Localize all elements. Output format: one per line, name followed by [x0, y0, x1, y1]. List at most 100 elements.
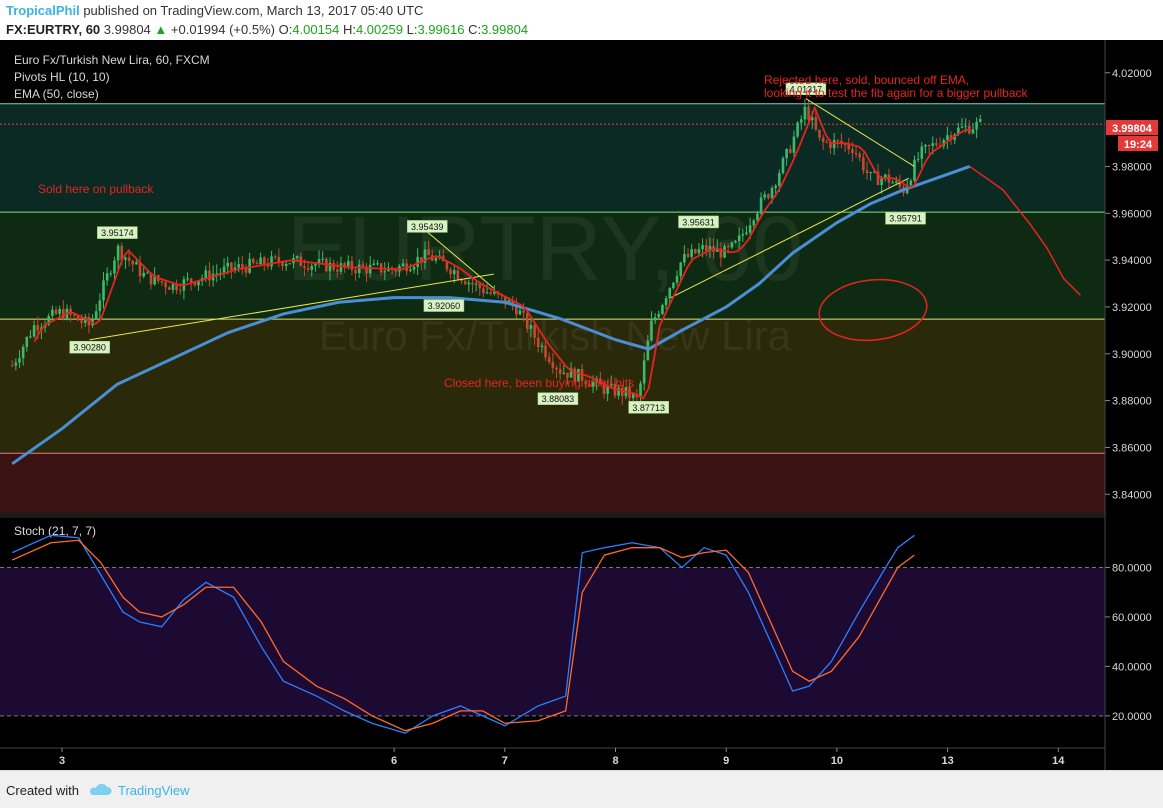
candle-body — [464, 281, 467, 284]
price-tick-label: 3.88000 — [1112, 396, 1152, 408]
candle-body — [869, 172, 872, 173]
candle-body — [866, 170, 869, 173]
candle-body — [11, 365, 14, 366]
candle-body — [683, 254, 686, 262]
low-value: 3.99616 — [417, 22, 464, 37]
candle-body — [237, 264, 240, 267]
candle-body — [694, 249, 697, 253]
candle-body — [555, 368, 558, 369]
candle-body — [789, 149, 792, 153]
annotation-rejected-2: looking it to test the fib again for a b… — [764, 86, 1028, 100]
candle-body — [270, 256, 273, 266]
candle-body — [25, 337, 28, 347]
candle-body — [482, 288, 485, 293]
pivot-label: 3.90280 — [73, 343, 106, 353]
pivot-zone-4 — [0, 453, 1105, 513]
candle-body — [358, 265, 361, 274]
candle-body — [373, 264, 376, 265]
candle-body — [771, 188, 774, 198]
candle-body — [822, 138, 825, 142]
time-tick-label: 6 — [391, 755, 397, 767]
candle-body — [285, 264, 288, 266]
time-tick-label: 8 — [612, 755, 618, 767]
candle-body — [369, 265, 372, 273]
candle-body — [796, 123, 799, 137]
candle-body — [142, 273, 145, 276]
candle-body — [223, 267, 226, 273]
candle-body — [307, 268, 310, 270]
candle-body — [376, 263, 379, 264]
candle-body — [752, 220, 755, 225]
candle-body — [687, 254, 690, 257]
pivot-label: 3.95439 — [411, 222, 444, 232]
candle-body — [168, 287, 171, 290]
candle-body — [179, 290, 182, 291]
candle-body — [804, 107, 807, 120]
candle-body — [654, 317, 657, 320]
candle-body — [435, 258, 438, 261]
candle-body — [384, 271, 387, 272]
candle-body — [643, 360, 646, 383]
candle-body — [793, 137, 796, 153]
candle-body — [289, 263, 292, 264]
candle-body — [895, 181, 898, 182]
candle-body — [800, 119, 803, 122]
pivot-label: 3.92060 — [428, 301, 461, 311]
candle-body — [533, 325, 536, 338]
stoch-tick-label: 40.0000 — [1112, 661, 1152, 673]
candle-body — [33, 325, 36, 336]
legend-ema[interactable]: EMA (50, close) — [14, 87, 99, 101]
price-tick-label: 3.92000 — [1112, 302, 1152, 314]
last-price: 3.99804 — [104, 22, 151, 37]
candle-body — [760, 197, 763, 213]
annotation-sold: Sold here on pullback — [38, 182, 154, 196]
candle-body — [336, 270, 339, 272]
candle-body — [880, 179, 883, 185]
candle-body — [161, 281, 164, 282]
candle-body — [701, 245, 704, 249]
annotation-closed: Closed here, been buying small bits — [444, 376, 634, 390]
candle-body — [256, 263, 259, 264]
candle-body — [51, 310, 54, 316]
candle-body — [745, 233, 748, 234]
open-value: 4.00154 — [292, 22, 339, 37]
candle-body — [559, 369, 562, 374]
candle-body — [124, 257, 127, 259]
time-tick-label: 3 — [59, 755, 65, 767]
candle-body — [774, 186, 777, 188]
candle-body — [862, 157, 865, 170]
stoch-tick-label: 80.0000 — [1112, 562, 1152, 574]
candle-body — [665, 298, 668, 305]
legend-pivots[interactable]: Pivots HL (10, 10) — [14, 70, 110, 84]
stoch-band — [0, 567, 1105, 715]
candle-body — [563, 373, 566, 374]
candle-body — [544, 346, 547, 358]
author-link[interactable]: TropicalPhil — [6, 3, 80, 18]
chart-area[interactable]: EURTRY, 60 Euro Fx/Turkish New Lira 3.90… — [0, 40, 1163, 770]
tradingview-link[interactable]: TradingView — [118, 783, 190, 798]
candle-body — [749, 225, 752, 232]
candle-body — [731, 242, 734, 247]
candle-body — [110, 273, 113, 274]
candle-body — [756, 214, 759, 221]
candle-body — [964, 126, 967, 127]
price-badge: 3.99804 — [1112, 123, 1153, 135]
pivot-zones — [0, 104, 1105, 513]
candle-body — [22, 347, 25, 358]
candle-body — [204, 270, 207, 278]
time-tick-label: 9 — [723, 755, 729, 767]
legend-instrument[interactable]: Euro Fx/Turkish New Lira, 60, FXCM — [14, 53, 210, 67]
candle-body — [552, 362, 555, 368]
pane-separator[interactable] — [0, 513, 1105, 518]
candle-body — [632, 394, 635, 398]
candle-body — [164, 282, 167, 287]
candle-body — [668, 288, 671, 298]
header-line-2: FX:EURTRY, 60 3.99804 ▲ +0.01994 (+0.5%)… — [6, 22, 528, 37]
tradingview-cloud-icon[interactable] — [88, 783, 112, 800]
candle-body — [296, 256, 299, 258]
published-text: published on TradingView.com, March 13, … — [83, 3, 423, 18]
candle-body — [548, 357, 551, 362]
candle-body — [657, 314, 660, 317]
candle-body — [117, 246, 120, 261]
candle-body — [230, 263, 233, 270]
